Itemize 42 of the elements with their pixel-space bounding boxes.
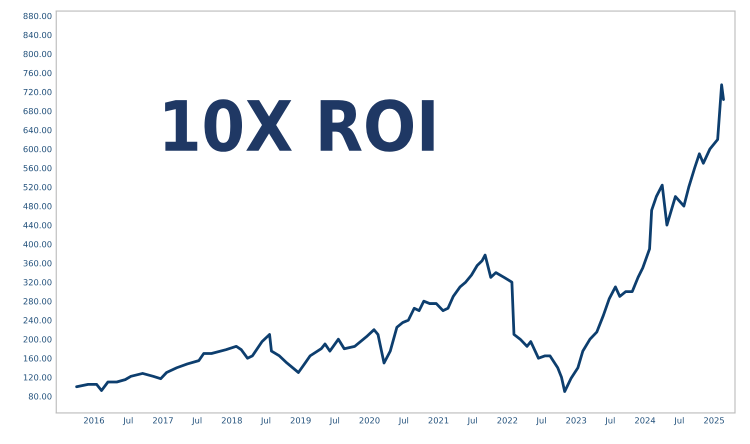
x-tick-label: Jul: [398, 417, 408, 426]
y-tick-label: 280.00: [24, 298, 52, 304]
y-tick-label: 200.00: [24, 336, 52, 342]
x-tick-label: 2019: [290, 417, 311, 424]
y-tick-label: 760.00: [24, 70, 52, 76]
y-tick-label: 360.00: [24, 260, 52, 266]
y-tick-label: 800.00: [23, 50, 52, 58]
y-tick-label: 640.00: [24, 126, 52, 134]
x-tick-label: 2016: [84, 417, 104, 424]
x-tick-label: Jul: [192, 417, 202, 426]
x-tick-label: Jul: [674, 417, 684, 426]
y-tick-label: 320.00: [24, 279, 52, 286]
y-tick-label: 480.00: [23, 203, 52, 210]
y-tick-label: 680.00: [24, 108, 52, 114]
x-tick-label: 2017: [153, 417, 173, 424]
y-tick-label: 80.00: [28, 393, 52, 400]
y-tick-label: 880.00: [23, 12, 52, 20]
y-tick-label: 720.00: [24, 88, 52, 96]
y-tick-label: 520.00: [24, 184, 52, 190]
x-tick-label: 2018: [222, 417, 242, 424]
x-tick-label: Jul: [467, 417, 477, 426]
y-tick-label: 240.00: [24, 317, 52, 324]
y-tick-label: 440.00: [23, 222, 52, 228]
x-tick-label: Jul: [260, 417, 270, 426]
x-tick-label: 2020: [360, 417, 380, 424]
y-tick-label: 400.00: [23, 241, 52, 248]
x-tick-label: Jul: [604, 417, 615, 426]
x-tick-label: 2024: [635, 417, 656, 424]
x-tick-label: 2022: [497, 417, 518, 424]
y-tick-label: 160.00: [24, 355, 52, 362]
x-tick-label: 2021: [428, 417, 448, 424]
y-tick-label: 840.00: [23, 32, 52, 38]
x-tick-label: Jul: [536, 417, 546, 426]
x-tick-label: Jul: [329, 417, 340, 426]
y-tick-label: 120.00: [24, 374, 52, 381]
y-tick-label: 560.00: [24, 165, 52, 172]
x-tick-label: 2025: [704, 417, 724, 424]
x-tick-label: 2023: [566, 417, 586, 424]
y-tick-label: 600.00: [24, 146, 52, 152]
x-tick-label: Jul: [122, 417, 133, 426]
annotation: 10X ROI: [165, 99, 434, 152]
line-series: [75, 83, 725, 393]
